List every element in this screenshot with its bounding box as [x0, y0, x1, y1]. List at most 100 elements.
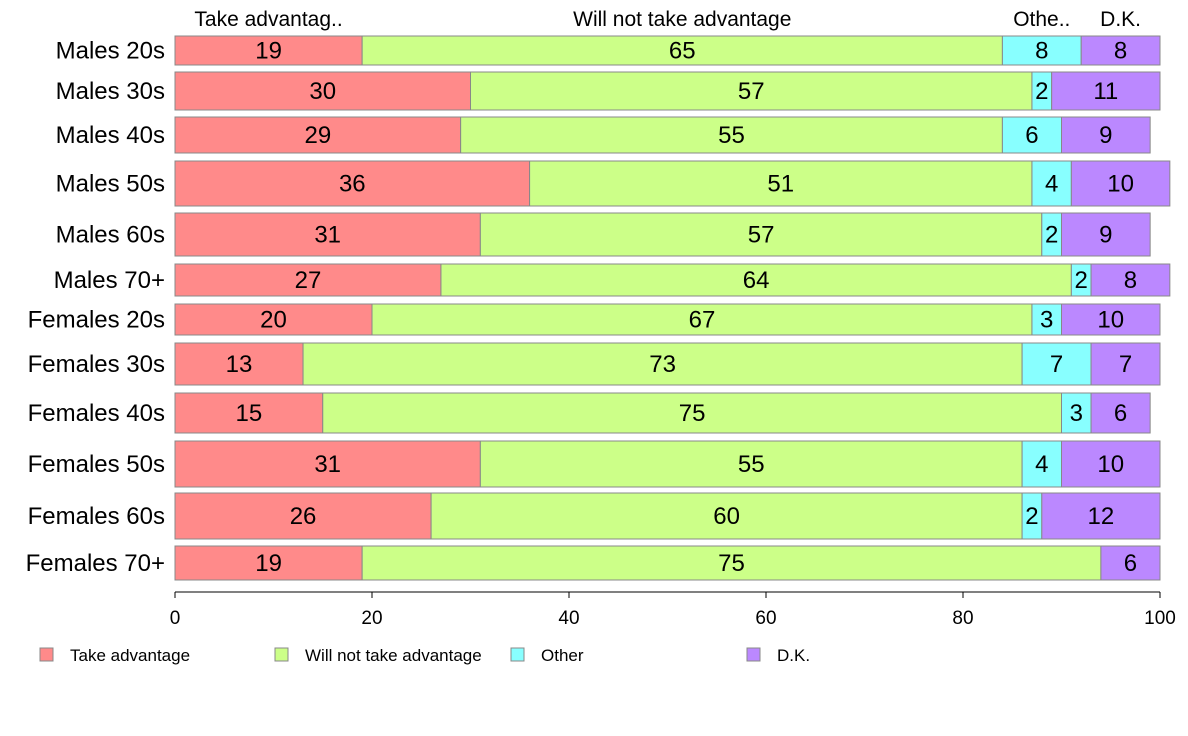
bar-segment [174, 303, 373, 336]
data-label: 20 [260, 307, 287, 334]
data-label: 31 [314, 451, 341, 478]
category-label: Females 20s [28, 307, 165, 334]
legend-label: Will not take advantage [305, 646, 482, 665]
data-label: 15 [236, 400, 263, 427]
data-label: 19 [255, 38, 282, 65]
bar-segment [1070, 160, 1171, 207]
bar-segment [1090, 342, 1161, 386]
data-label: 6 [1114, 400, 1127, 427]
category-label: Males 70+ [54, 267, 165, 294]
data-label: 8 [1114, 38, 1127, 65]
bar-segment [361, 545, 1102, 581]
data-label: 26 [290, 503, 317, 530]
category-label: Males 30s [56, 78, 165, 105]
data-label: 4 [1035, 451, 1048, 478]
data-label: 7 [1119, 351, 1132, 378]
bar-segment [1090, 263, 1171, 297]
category-labels: Males 20s Males 30s Males 40s Males 50s Male… [26, 38, 165, 578]
bar-segment [371, 303, 1033, 336]
bar-segment [174, 160, 531, 207]
bar-segment [361, 35, 1003, 66]
legend-label: Take advantage [70, 646, 190, 665]
category-label: Females 70+ [26, 550, 165, 577]
data-label: 67 [689, 307, 716, 334]
category-label: Males 20s [56, 38, 165, 65]
bar-segment [174, 440, 481, 488]
data-label: 30 [309, 78, 336, 105]
legend-swatch [746, 647, 761, 662]
data-label: 2 [1075, 267, 1088, 294]
data-label: 31 [314, 222, 341, 249]
bar-segment [174, 342, 304, 386]
bar-segment [430, 492, 1023, 540]
bar-segment [1061, 116, 1151, 154]
category-label: Males 40s [56, 122, 165, 149]
data-label: 29 [304, 122, 331, 149]
data-label: 55 [718, 122, 745, 149]
bar-segment [1080, 35, 1161, 66]
bar-segment [1001, 35, 1082, 66]
bar-segment [174, 212, 481, 257]
bar-segment [529, 160, 1033, 207]
bar-segment [479, 212, 1043, 257]
legend-label: D.K. [777, 646, 810, 665]
category-label: Males 60s [56, 222, 165, 249]
bar-segment [174, 545, 363, 581]
data-label: 2 [1045, 222, 1058, 249]
data-label: 57 [748, 222, 775, 249]
x-tick-label: 60 [755, 608, 776, 629]
bar-segment [470, 71, 1033, 111]
bar-segment [1021, 440, 1062, 488]
bar-segment [1051, 71, 1161, 111]
legend-swatch [39, 647, 54, 662]
category-label: Males 50s [56, 171, 165, 198]
bar-segment [460, 116, 1003, 154]
data-label: 60 [713, 503, 740, 530]
data-label: 65 [669, 38, 696, 65]
data-label: 51 [767, 171, 794, 198]
bar-segment [1061, 440, 1161, 488]
bar-segment [1100, 545, 1161, 581]
data-label: 11 [1093, 78, 1118, 105]
data-label: 9 [1099, 222, 1112, 249]
data-label: 73 [649, 351, 676, 378]
x-tick-label: 0 [170, 608, 181, 629]
data-label: 9 [1099, 122, 1112, 149]
data-label: 12 [1088, 503, 1115, 530]
data-label: 13 [226, 351, 253, 378]
x-tick-label: 100 [1144, 608, 1176, 629]
column-header-label: Will not take advantage [573, 8, 791, 31]
data-label: 10 [1097, 451, 1124, 478]
data-label: 57 [738, 78, 765, 105]
bar-segment [174, 35, 363, 66]
data-label: 6 [1025, 122, 1038, 149]
bar-segment [1061, 303, 1161, 336]
data-label: 10 [1097, 307, 1124, 334]
bar-segment [174, 116, 462, 154]
data-label: 2 [1025, 503, 1038, 530]
data-label: 75 [679, 400, 706, 427]
data-label: 10 [1107, 171, 1134, 198]
legend-swatch [274, 647, 289, 662]
data-label: 6 [1124, 550, 1137, 577]
bar-segment [1001, 116, 1063, 154]
data-label: 4 [1045, 171, 1058, 198]
data-label: 36 [339, 171, 366, 198]
data-label: 19 [255, 550, 282, 577]
data-label: 75 [718, 550, 745, 577]
x-axis: 0 20 40 60 80 100 [170, 591, 1176, 629]
data-label: 27 [295, 267, 322, 294]
bar-segment [1090, 392, 1151, 434]
bar-segment [174, 392, 324, 434]
category-label: Females 60s [28, 503, 165, 530]
bar-segment [1061, 392, 1092, 434]
bar-segment [1041, 492, 1161, 540]
legend-swatch [510, 647, 525, 662]
data-label: 3 [1040, 307, 1053, 334]
legend-label: Other [541, 646, 584, 665]
bar-segment [479, 440, 1023, 488]
data-label: 8 [1124, 267, 1137, 294]
column-header-labels: Take advantag.. Will not take advantage Ot… [194, 8, 1141, 31]
